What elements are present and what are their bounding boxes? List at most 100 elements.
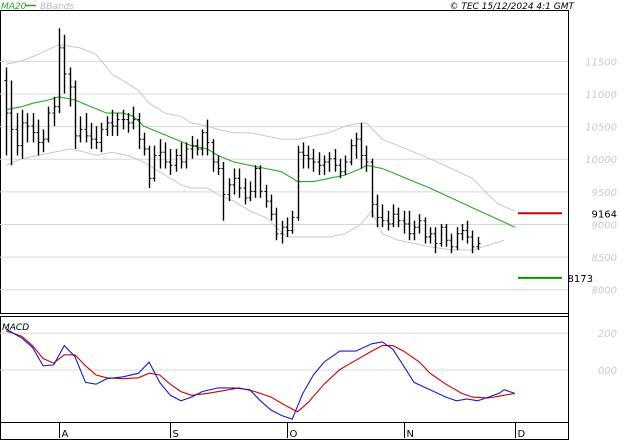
ohlc-bar [359,122,364,169]
ohlc-bar [73,80,78,149]
ohlc-bar [470,230,475,254]
time-axis-frame [0,422,569,440]
ohlc-bar [31,113,36,143]
macd-title: MACD [2,323,29,333]
ma20-line [5,96,516,228]
ohlc-bar [121,109,126,130]
ohlc-bar [68,67,73,107]
copyright-stamp: © TEC 15/12/2024 4:1 GMT [449,2,575,12]
ohlc-bars [4,28,481,254]
ohlc-bar [89,122,94,149]
ohlc-bar [195,139,200,156]
ohlc-bar [168,148,173,176]
ohlc-bar [9,80,14,166]
ohlc-bar [137,113,142,149]
ohlc-bar [94,126,99,149]
ohlc-bar [449,233,454,254]
ohlc-bar [417,214,422,234]
ohlc-bar [200,129,205,156]
price-axis-labels: 8000 8500 9000 9500 10000 10500 11000 11500 [585,57,617,296]
month-label: A [62,429,69,440]
support-label: 8173 [568,274,593,285]
ohlc-bar [465,220,470,244]
ohlc-bar [391,204,396,228]
ohlc-bar [20,109,25,159]
ohlc-bar [216,155,221,176]
ohlc-bar [78,116,83,143]
ohlc-bar [407,210,412,241]
resistance-label: 9164 [592,209,617,220]
ohlc-bar [333,148,338,172]
ohlc-bar [386,210,391,231]
ohlc-bar [396,207,401,228]
legend-ma20: MA20 [1,2,27,12]
ohlc-bar [327,152,332,172]
price-tick-label: 8500 [592,253,617,264]
ohlc-bar [460,223,465,241]
ohlc-bar [36,119,41,156]
ohlc-bar [423,217,428,244]
legend-bbands: BBands [40,2,74,12]
ohlc-bar [322,155,327,176]
ohlc-bar [147,145,152,189]
bb-upper-line [5,44,515,212]
ohlc-bar [227,178,232,202]
ohlc-bar [280,220,285,244]
ohlc-bar [412,220,417,241]
ohlc-bar [126,113,131,133]
price-gridlines [0,60,568,291]
ohlc-bar [343,155,348,176]
ohlc-bar [232,168,237,195]
month-label: O [290,429,298,440]
ohlc-bar [433,227,438,254]
macd-tick-label: 200 [598,329,617,340]
ohlc-bar [105,116,110,136]
ohlc-bar [15,113,20,156]
ohlc-bar [62,34,67,94]
ohlc-bar [370,158,375,218]
key-levels: 9164 8173 [518,209,617,285]
ohlc-bar [306,145,311,169]
month-label: N [407,429,414,440]
ohlc-bar [52,96,57,127]
price-tick-label: 11500 [585,57,617,68]
price-tick-label: 9000 [592,220,617,231]
ohlc-bar [264,184,269,208]
price-tick-label: 9500 [592,188,617,199]
price-tick-label: 10000 [585,155,617,166]
ohlc-bar [248,181,253,202]
ohlc-bar [211,139,216,172]
ohlc-bar [152,145,157,182]
ohlc-bar [131,106,136,130]
ohlc-bar [184,142,189,169]
ohlc-bar [476,237,481,251]
price-tick-label: 10500 [585,123,617,134]
ohlc-bar [163,142,168,169]
macd-line [5,328,515,420]
month-label: D [518,429,526,440]
price-panel-frame [0,10,569,314]
ohlc-bar [380,204,385,228]
macd-lines [5,328,515,420]
ohlc-bar [439,223,444,247]
ohlc-bar [274,207,279,241]
ohlc-bar [311,148,316,172]
ohlc-bar [444,223,449,247]
ohlc-bar [57,28,62,114]
ohlc-bar [364,145,369,172]
ohlc-bar [338,158,343,179]
ohlc-bar [354,132,359,159]
price-tick-label: 8000 [592,286,617,297]
ohlc-bar [190,135,195,159]
ohlc-bar [296,145,301,221]
bollinger-bands [5,44,515,251]
ohlc-bar [46,106,51,143]
ohlc-bar [4,67,9,156]
ohlc-bar [179,142,184,169]
ohlc-bar [99,122,104,153]
ohlc-bar [253,165,258,198]
month-label: S [173,429,179,440]
price-tick-label: 11000 [585,90,617,101]
